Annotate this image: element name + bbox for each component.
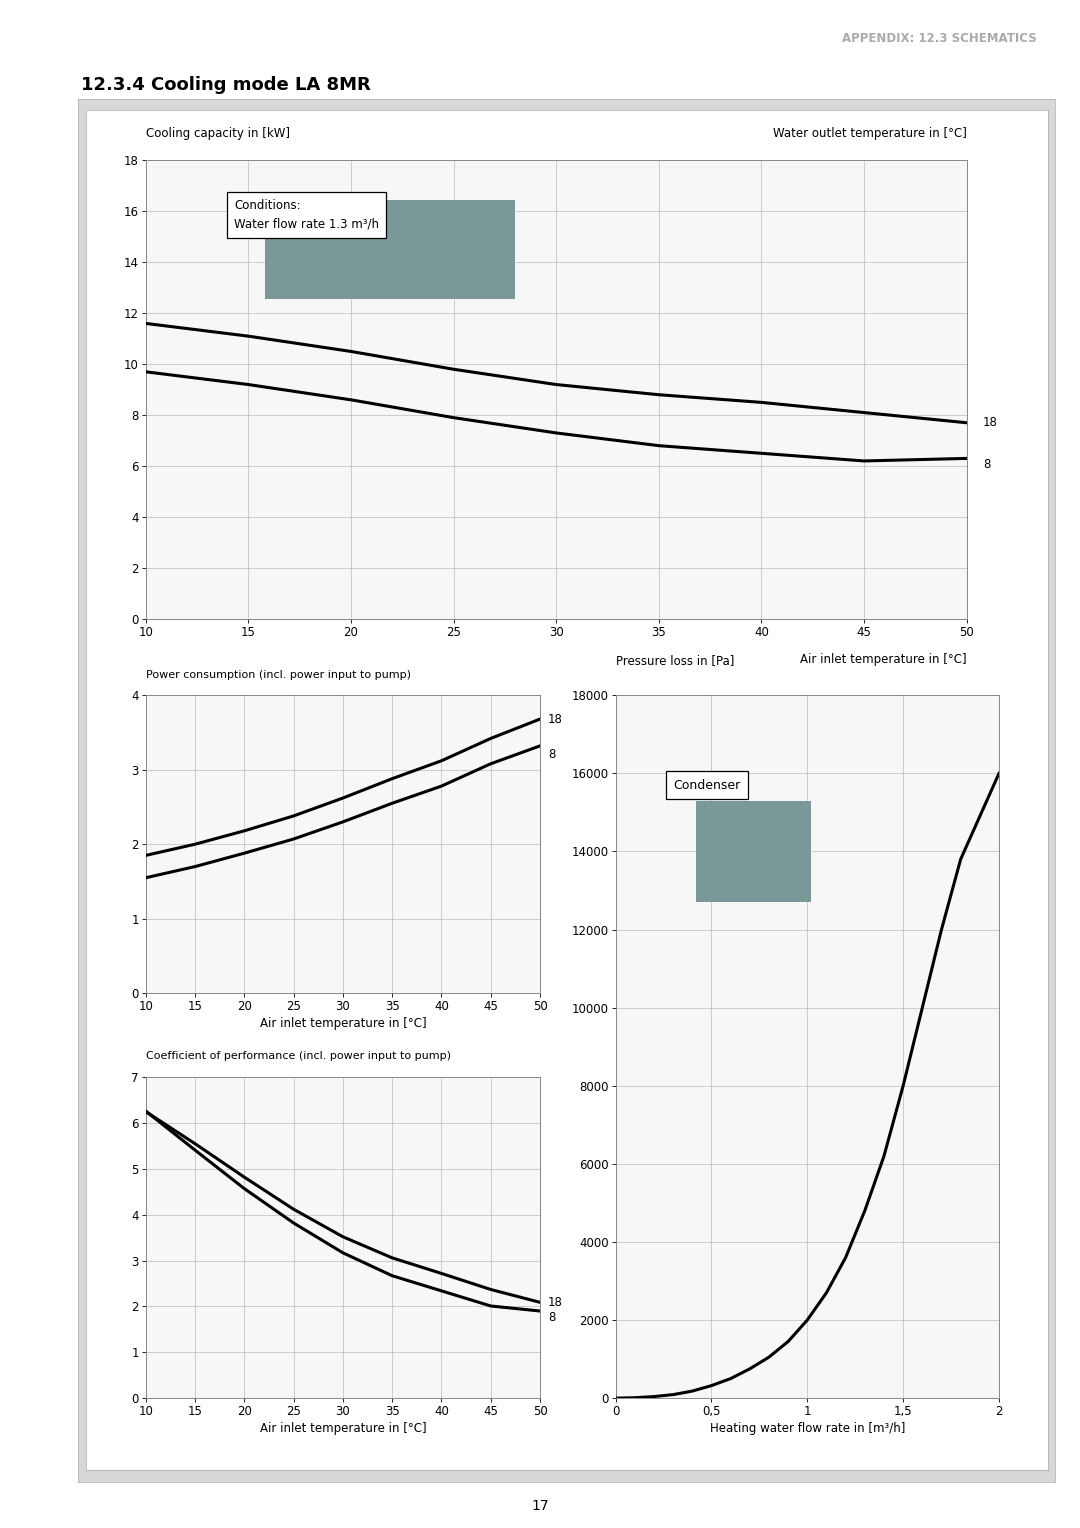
Text: Coefficient of performance (incl. power input to pump): Coefficient of performance (incl. power …	[146, 1051, 450, 1060]
Text: 8: 8	[983, 458, 990, 471]
Text: 18: 18	[548, 1296, 563, 1309]
Text: Power consumption (incl. power input to pump): Power consumption (incl. power input to …	[146, 671, 410, 680]
Text: Condenser: Condenser	[673, 779, 741, 792]
Text: 18: 18	[983, 416, 998, 429]
X-axis label: Heating water flow rate in [m³/h]: Heating water flow rate in [m³/h]	[710, 1423, 905, 1435]
Text: Cooling capacity in [kW]: Cooling capacity in [kW]	[146, 127, 289, 141]
X-axis label: Air inlet temperature in [°C]: Air inlet temperature in [°C]	[259, 1018, 427, 1030]
Text: 18: 18	[548, 712, 563, 726]
Text: Pressure loss in [Pa]: Pressure loss in [Pa]	[616, 654, 734, 668]
Text: APPENDIX: 12.3 SCHEMATICS: APPENDIX: 12.3 SCHEMATICS	[842, 32, 1037, 46]
Text: 8: 8	[548, 749, 555, 761]
Text: 8: 8	[548, 1311, 555, 1325]
Text: 17: 17	[531, 1499, 549, 1513]
Text: 12.3.4 Cooling mode LA 8MR: 12.3.4 Cooling mode LA 8MR	[81, 76, 370, 95]
Bar	[265, 200, 515, 299]
X-axis label: Air inlet temperature in [°C]: Air inlet temperature in [°C]	[259, 1423, 427, 1435]
Text: Water outlet temperature in [°C]: Water outlet temperature in [°C]	[772, 127, 967, 141]
Text: Air inlet temperature in [°C]: Air inlet temperature in [°C]	[800, 654, 967, 666]
Text: Conditions:
Water flow rate 1.3 m³/h: Conditions: Water flow rate 1.3 m³/h	[234, 199, 379, 231]
Bar	[697, 801, 811, 902]
